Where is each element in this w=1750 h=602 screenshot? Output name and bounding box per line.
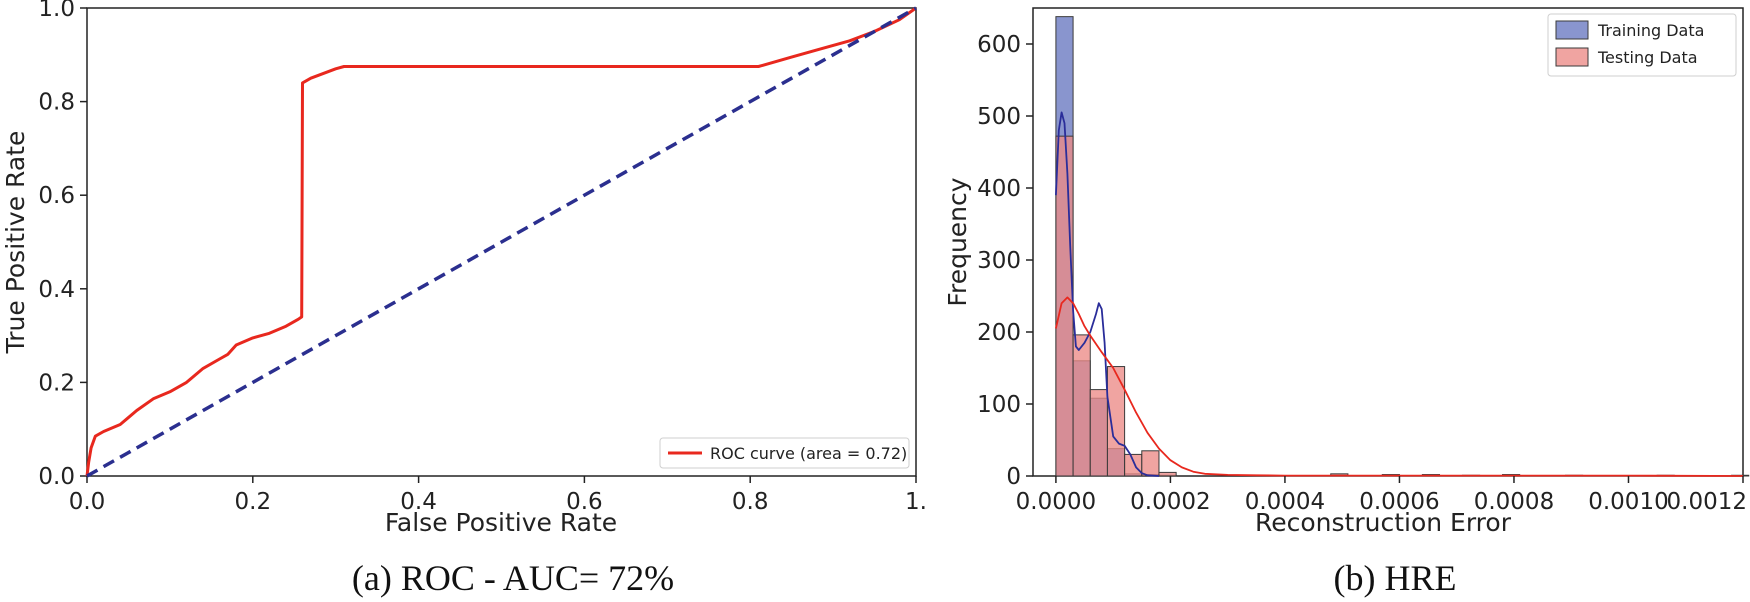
hist-x-tick-label: 0.0004 xyxy=(1245,489,1325,515)
caption-right: (b) HRE xyxy=(1334,558,1457,598)
hist-y-tick-label: 500 xyxy=(977,104,1021,130)
roc-x-tick-label: 1. xyxy=(905,489,927,515)
roc-x-tick-label: 0.8 xyxy=(732,489,769,515)
hist-y-tick-label: 400 xyxy=(977,176,1021,202)
hist-y-tick-label: 200 xyxy=(977,320,1021,346)
training-kde-line xyxy=(1055,111,1160,477)
hist-legend: Training Data Testing Data xyxy=(1547,13,1737,77)
roc-x-tick-label: 0.2 xyxy=(235,489,272,515)
roc-y-axis-label: True Positive Rate xyxy=(1,131,30,355)
testing-bar xyxy=(1141,450,1160,477)
roc-y-tick-label: 0.4 xyxy=(38,277,75,303)
testing-bar xyxy=(1089,389,1108,477)
hist-y-tick-label: 0 xyxy=(1006,464,1021,490)
hist-y-tick-label: 300 xyxy=(977,248,1021,274)
hist-x-tick-label: 0.0002 xyxy=(1130,489,1210,515)
roc-x-tick-label: 0.4 xyxy=(400,489,437,515)
testing-bar xyxy=(1072,334,1091,477)
roc-legend: ROC curve (area = 0.72) xyxy=(659,437,910,469)
legend-testing-swatch xyxy=(1555,47,1589,67)
roc-series xyxy=(85,6,917,478)
hist-legend-box xyxy=(1547,13,1737,77)
hist-y-tick-label: 600 xyxy=(977,32,1021,58)
roc-curve-line xyxy=(85,6,917,477)
roc-x-axis-label: False Positive Rate xyxy=(385,508,617,537)
roc-chart: 0.0 0.2 0.4 0.6 0.8 1.0 0.0 0.2 0.4 0.6 0.8 1. Fal… xyxy=(1,0,927,598)
testing-bar xyxy=(1124,453,1143,477)
roc-legend-box xyxy=(659,437,910,469)
roc-y-tick-label: 1.0 xyxy=(38,0,75,22)
roc-x-tick-label: 0.6 xyxy=(566,489,603,515)
hist-plot-frame xyxy=(1032,7,1744,477)
testing-bar xyxy=(1158,471,1177,477)
roc-y-tick-label: 0.6 xyxy=(38,183,75,209)
roc-y-tick-label: 0.0 xyxy=(38,464,75,490)
caption-left: (a) ROC - AUC= 72% xyxy=(352,558,674,598)
testing-kde-line xyxy=(1055,296,1744,477)
roc-x-tick-label: 0.0 xyxy=(69,489,106,515)
legend-training-swatch xyxy=(1555,20,1589,40)
roc-y-tick-label: 0.2 xyxy=(38,370,75,396)
roc-legend-label: ROC curve (area = 0.72) xyxy=(710,444,907,463)
hist-x-tick-label: 0.0000 xyxy=(1016,489,1096,515)
hist-x-axis-label: Reconstruction Error xyxy=(1255,508,1512,537)
legend-training-label: Training Data xyxy=(1597,21,1704,40)
hist-kde-lines xyxy=(1055,111,1744,477)
hist-y-ticks: 0 100 200 300 400 500 600 xyxy=(977,32,1033,490)
hist-y-tick-label: 100 xyxy=(977,392,1021,418)
hist-x-tick-label: 0.0010 xyxy=(1588,489,1668,515)
roc-chance-line xyxy=(86,6,917,478)
legend-testing-label: Testing Data xyxy=(1597,48,1698,67)
testing-bar xyxy=(1106,366,1126,477)
roc-y-tick-label: 0.8 xyxy=(38,90,75,116)
hist-x-tick-label: 0.0012 xyxy=(1667,489,1747,515)
roc-plot-frame xyxy=(86,7,917,477)
testing-bar xyxy=(1055,135,1074,477)
hist-bars xyxy=(1055,16,1750,477)
hist-y-axis-label: Frequency xyxy=(943,177,972,306)
roc-y-ticks: 0.0 0.2 0.4 0.6 0.8 1.0 xyxy=(38,0,87,490)
hist-x-tick-label: 0.0006 xyxy=(1359,489,1439,515)
hist-x-tick-label: 0.0008 xyxy=(1474,489,1554,515)
hist-x-ticks: 0.0000 0.0002 0.0004 0.0006 0.0008 0.00100.00… xyxy=(1016,476,1747,515)
roc-x-ticks: 0.0 0.2 0.4 0.6 0.8 1. xyxy=(69,476,927,515)
